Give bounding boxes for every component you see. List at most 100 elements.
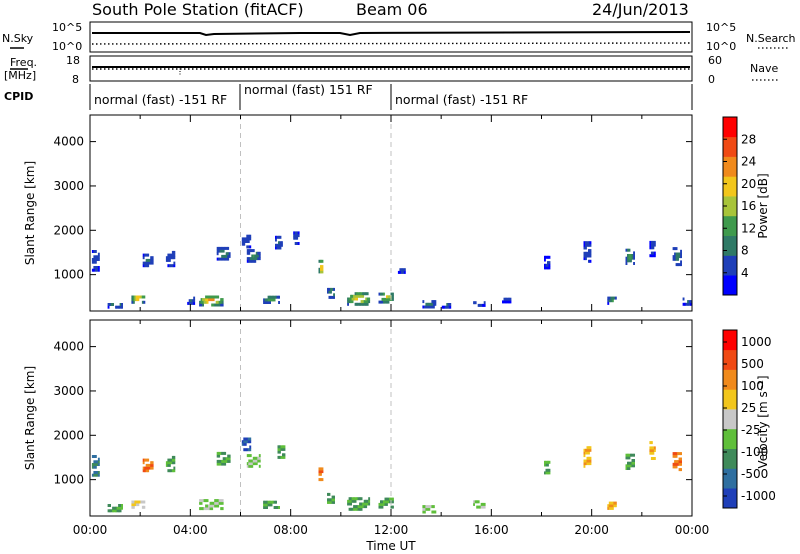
data-cell — [132, 503, 135, 507]
data-cell — [320, 265, 322, 269]
data-cell — [422, 507, 425, 511]
data-cell — [267, 503, 270, 507]
data-cell — [218, 451, 221, 455]
data-cell — [589, 459, 592, 463]
data-cell — [246, 440, 249, 444]
data-cell — [400, 270, 403, 274]
data-cell — [216, 462, 219, 466]
data-cell — [608, 299, 611, 303]
data-cell — [368, 499, 371, 503]
data-cell — [246, 259, 249, 263]
data-cell — [682, 297, 685, 301]
colorbar-swatch — [723, 428, 737, 449]
data-cell — [247, 437, 250, 441]
data-cell — [333, 498, 335, 502]
data-cell — [168, 264, 171, 268]
data-cell — [633, 262, 635, 265]
data-cell — [209, 507, 212, 511]
data-cell — [428, 305, 431, 309]
data-cell — [650, 446, 653, 450]
data-cell — [109, 504, 111, 507]
data-cell — [168, 458, 171, 462]
data-cell — [477, 505, 480, 509]
data-cell — [630, 254, 632, 257]
data-cell — [357, 302, 360, 306]
data-cell — [359, 302, 361, 306]
data-cell — [318, 470, 321, 474]
data-cell — [199, 300, 201, 304]
data-cell — [248, 251, 251, 255]
data-cell — [275, 500, 277, 504]
data-cell — [112, 509, 114, 513]
data-cell — [357, 505, 360, 509]
data-cell — [320, 470, 322, 474]
data-cell — [147, 258, 150, 262]
data-cell — [384, 500, 387, 504]
data-cell — [390, 505, 393, 509]
data-cell — [93, 266, 96, 269]
data-cell — [431, 302, 434, 306]
data-cell — [148, 261, 151, 265]
data-cell — [446, 305, 449, 309]
data-cell — [678, 252, 681, 256]
data-cell — [631, 254, 634, 257]
nave-tick-low: 0 — [708, 73, 715, 86]
data-cell — [97, 463, 100, 466]
data-cell — [625, 453, 628, 457]
data-cell — [331, 495, 334, 499]
data-cell — [441, 305, 444, 309]
data-cell — [246, 454, 249, 458]
nsearch-tick-high: 10^5 — [706, 21, 736, 34]
data-cell — [674, 257, 676, 261]
data-cell — [148, 466, 151, 470]
data-cell — [447, 303, 450, 306]
data-cell — [482, 303, 485, 307]
data-cell — [630, 464, 632, 468]
data-cell — [94, 463, 97, 466]
data-cell — [297, 234, 300, 238]
data-cell — [354, 294, 357, 298]
data-cell — [249, 462, 252, 466]
data-cell — [93, 463, 96, 466]
data-cell — [263, 500, 265, 504]
data-cell — [212, 303, 215, 307]
data-cell — [150, 261, 153, 265]
data-cell — [110, 303, 113, 306]
data-cell — [93, 465, 96, 469]
data-cell — [264, 301, 267, 304]
data-cell — [588, 251, 590, 255]
data-cell — [93, 455, 96, 458]
data-cell — [222, 257, 225, 261]
data-cell — [112, 506, 114, 510]
data-cell — [167, 461, 170, 465]
data-cell — [359, 497, 361, 501]
data-cell — [145, 463, 148, 467]
colorbar-swatch — [723, 409, 737, 430]
data-cell — [96, 471, 99, 474]
data-cell — [586, 456, 589, 460]
data-cell — [381, 500, 384, 504]
data-cell — [199, 303, 201, 307]
data-cell — [425, 505, 428, 509]
data-cell — [107, 303, 110, 306]
data-cell — [269, 500, 271, 504]
data-cell — [434, 302, 437, 306]
data-cell — [278, 243, 280, 247]
data-cell — [257, 459, 260, 463]
data-cell — [363, 505, 366, 509]
data-cell — [585, 243, 587, 247]
data-cell — [389, 297, 391, 301]
data-cell — [653, 446, 656, 450]
data-cell — [168, 463, 171, 467]
data-cell — [217, 295, 220, 299]
data-cell — [94, 455, 97, 458]
data-cell — [589, 241, 592, 245]
data-cell — [381, 300, 384, 304]
data-cell — [167, 469, 170, 473]
data-cell — [354, 499, 357, 503]
data-cell — [257, 456, 260, 460]
data-cell — [356, 497, 358, 501]
data-cell — [170, 469, 173, 473]
data-cell — [611, 296, 614, 300]
data-cell — [327, 287, 329, 291]
